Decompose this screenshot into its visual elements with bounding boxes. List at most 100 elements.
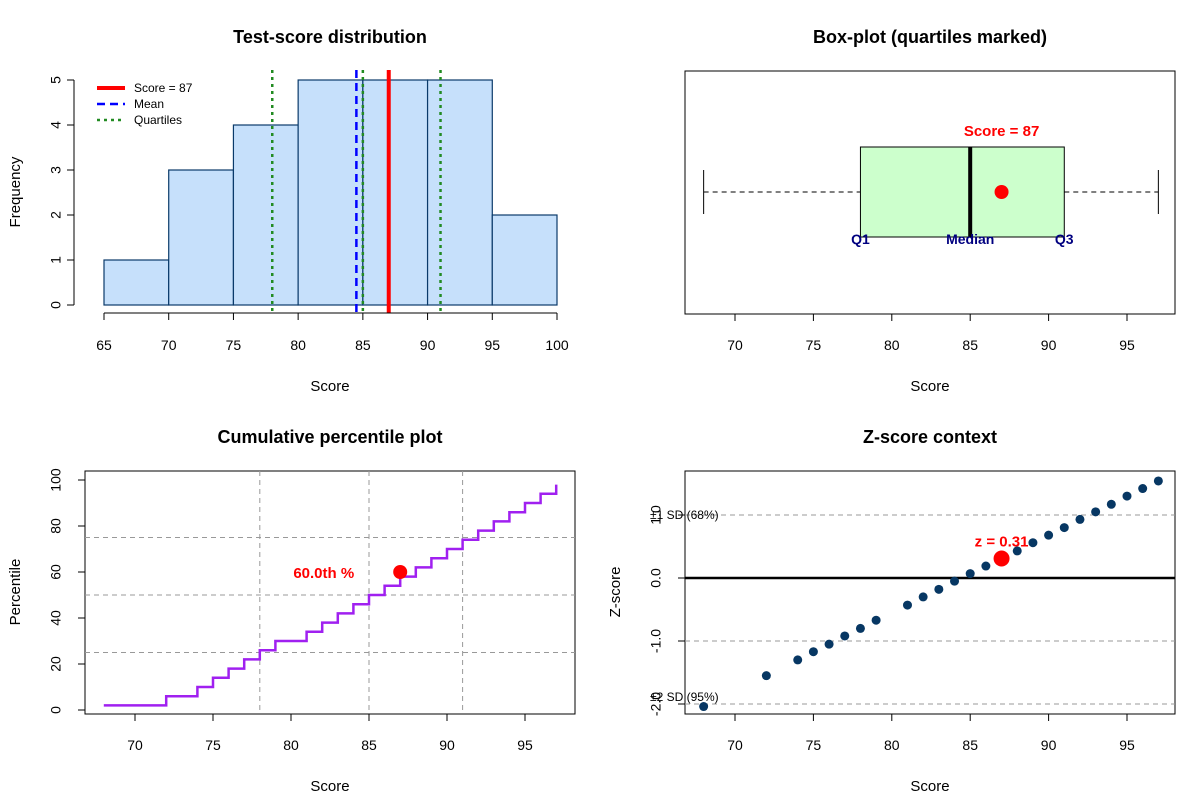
z-point [902,600,912,610]
z-point [1075,514,1085,524]
histogram-bar [491,214,558,306]
z-point [761,671,771,681]
x-tick-label: 90 [420,337,436,353]
z-point [793,655,803,665]
x-tick-label: 65 [96,337,112,353]
x-tick-label: 95 [517,737,533,753]
zscore-title: Z-score context [863,427,997,447]
z-point [824,639,834,649]
x-tick-label: 70 [727,337,743,353]
zscore-annotation: z = 0.31 [975,533,1029,550]
x-tick-label: 95 [484,337,500,353]
y-tick-label: 80 [48,518,64,534]
x-axis-label: Score [910,778,949,795]
boxplot-title: Box-plot (quartiles marked) [813,27,1047,47]
z-point [950,576,960,586]
y-tick-label: 0.0 [648,568,664,588]
cdf-title: Cumulative percentile plot [217,427,442,447]
y-tick-label: 0 [48,301,64,309]
plot-frame [684,470,1176,715]
histogram-title: Test-score distribution [233,27,427,47]
z-point [699,702,709,712]
z-point [1106,499,1116,509]
z-point [855,623,865,633]
y-tick-label: 3 [48,166,64,174]
score-point [993,550,1010,567]
y-tick-label: 0 [48,706,64,714]
x-tick-label: 80 [283,737,299,753]
x-tick-label: 70 [727,737,743,753]
y-tick-label: 1.0 [648,505,664,525]
sd2-label: ±2 SD (95%) [650,690,719,704]
score-annotation: Score = 87 [964,123,1039,140]
x-tick-label: 70 [161,337,177,353]
x-tick-label: 85 [355,337,371,353]
y-tick-label: 1 [48,256,64,264]
y-tick-label: -2.0 [648,692,664,716]
z-point [1153,476,1163,486]
x-tick-label: 75 [806,337,822,353]
cdf-step-line [103,484,558,707]
y-axis-label: Percentile [7,559,24,626]
histogram-bar [168,169,235,306]
x-tick-label: 90 [1041,337,1057,353]
z-point [1138,484,1148,494]
x-tick-label: 95 [1119,737,1135,753]
histogram-bar [103,259,170,306]
plot-frame [684,70,1176,315]
y-axis-label: Z-score [607,567,624,618]
x-tick-label: 100 [545,337,569,353]
y-tick-label: 60 [48,564,64,580]
x-tick-label: 75 [205,737,221,753]
z-point [1122,491,1132,501]
histogram-bar [297,79,364,306]
percentile-annotation: 60.0th % [293,565,354,582]
x-axis-label: Score [310,778,349,795]
z-point [934,584,944,594]
y-tick-label: 100 [48,468,64,492]
y-tick-label: 4 [48,121,64,129]
iqr-box [859,146,1065,238]
median-annotation: Median [946,231,994,247]
plot-frame [84,470,576,715]
legend-label: Score = 87 [134,81,193,95]
z-point [1059,523,1069,533]
z-point [965,569,975,579]
x-axis-label: Score [310,378,349,395]
legend-label: Mean [134,97,164,111]
z-point [808,647,818,657]
score-point [994,185,1009,199]
x-tick-label: 85 [962,337,978,353]
score-point [393,565,408,579]
x-tick-label: 90 [1041,737,1057,753]
z-point [840,631,850,641]
histogram-bar [232,124,299,306]
x-tick-label: 80 [290,337,306,353]
q1-annotation: Q1 [851,231,870,247]
legend-label: Quartiles [134,113,182,127]
z-point [871,615,881,625]
x-tick-label: 90 [439,737,455,753]
x-tick-label: 75 [806,737,822,753]
z-point [1028,538,1038,548]
x-tick-label: 70 [127,737,143,753]
histogram-bar [362,79,429,306]
x-tick-label: 80 [884,337,900,353]
y-tick-label: -1.0 [648,629,664,653]
z-point [1012,546,1022,556]
y-tick-label: 5 [48,76,64,84]
x-tick-label: 85 [962,737,978,753]
z-point [981,561,991,571]
x-tick-label: 75 [226,337,242,353]
q3-annotation: Q3 [1055,231,1074,247]
z-point [918,592,928,602]
x-tick-label: 80 [884,737,900,753]
y-tick-label: 2 [48,211,64,219]
histogram-bar [426,79,493,306]
x-tick-label: 85 [361,737,377,753]
z-point [1091,507,1101,517]
z-point [1044,530,1054,540]
x-tick-label: 95 [1119,337,1135,353]
y-tick-label: 20 [48,656,64,672]
